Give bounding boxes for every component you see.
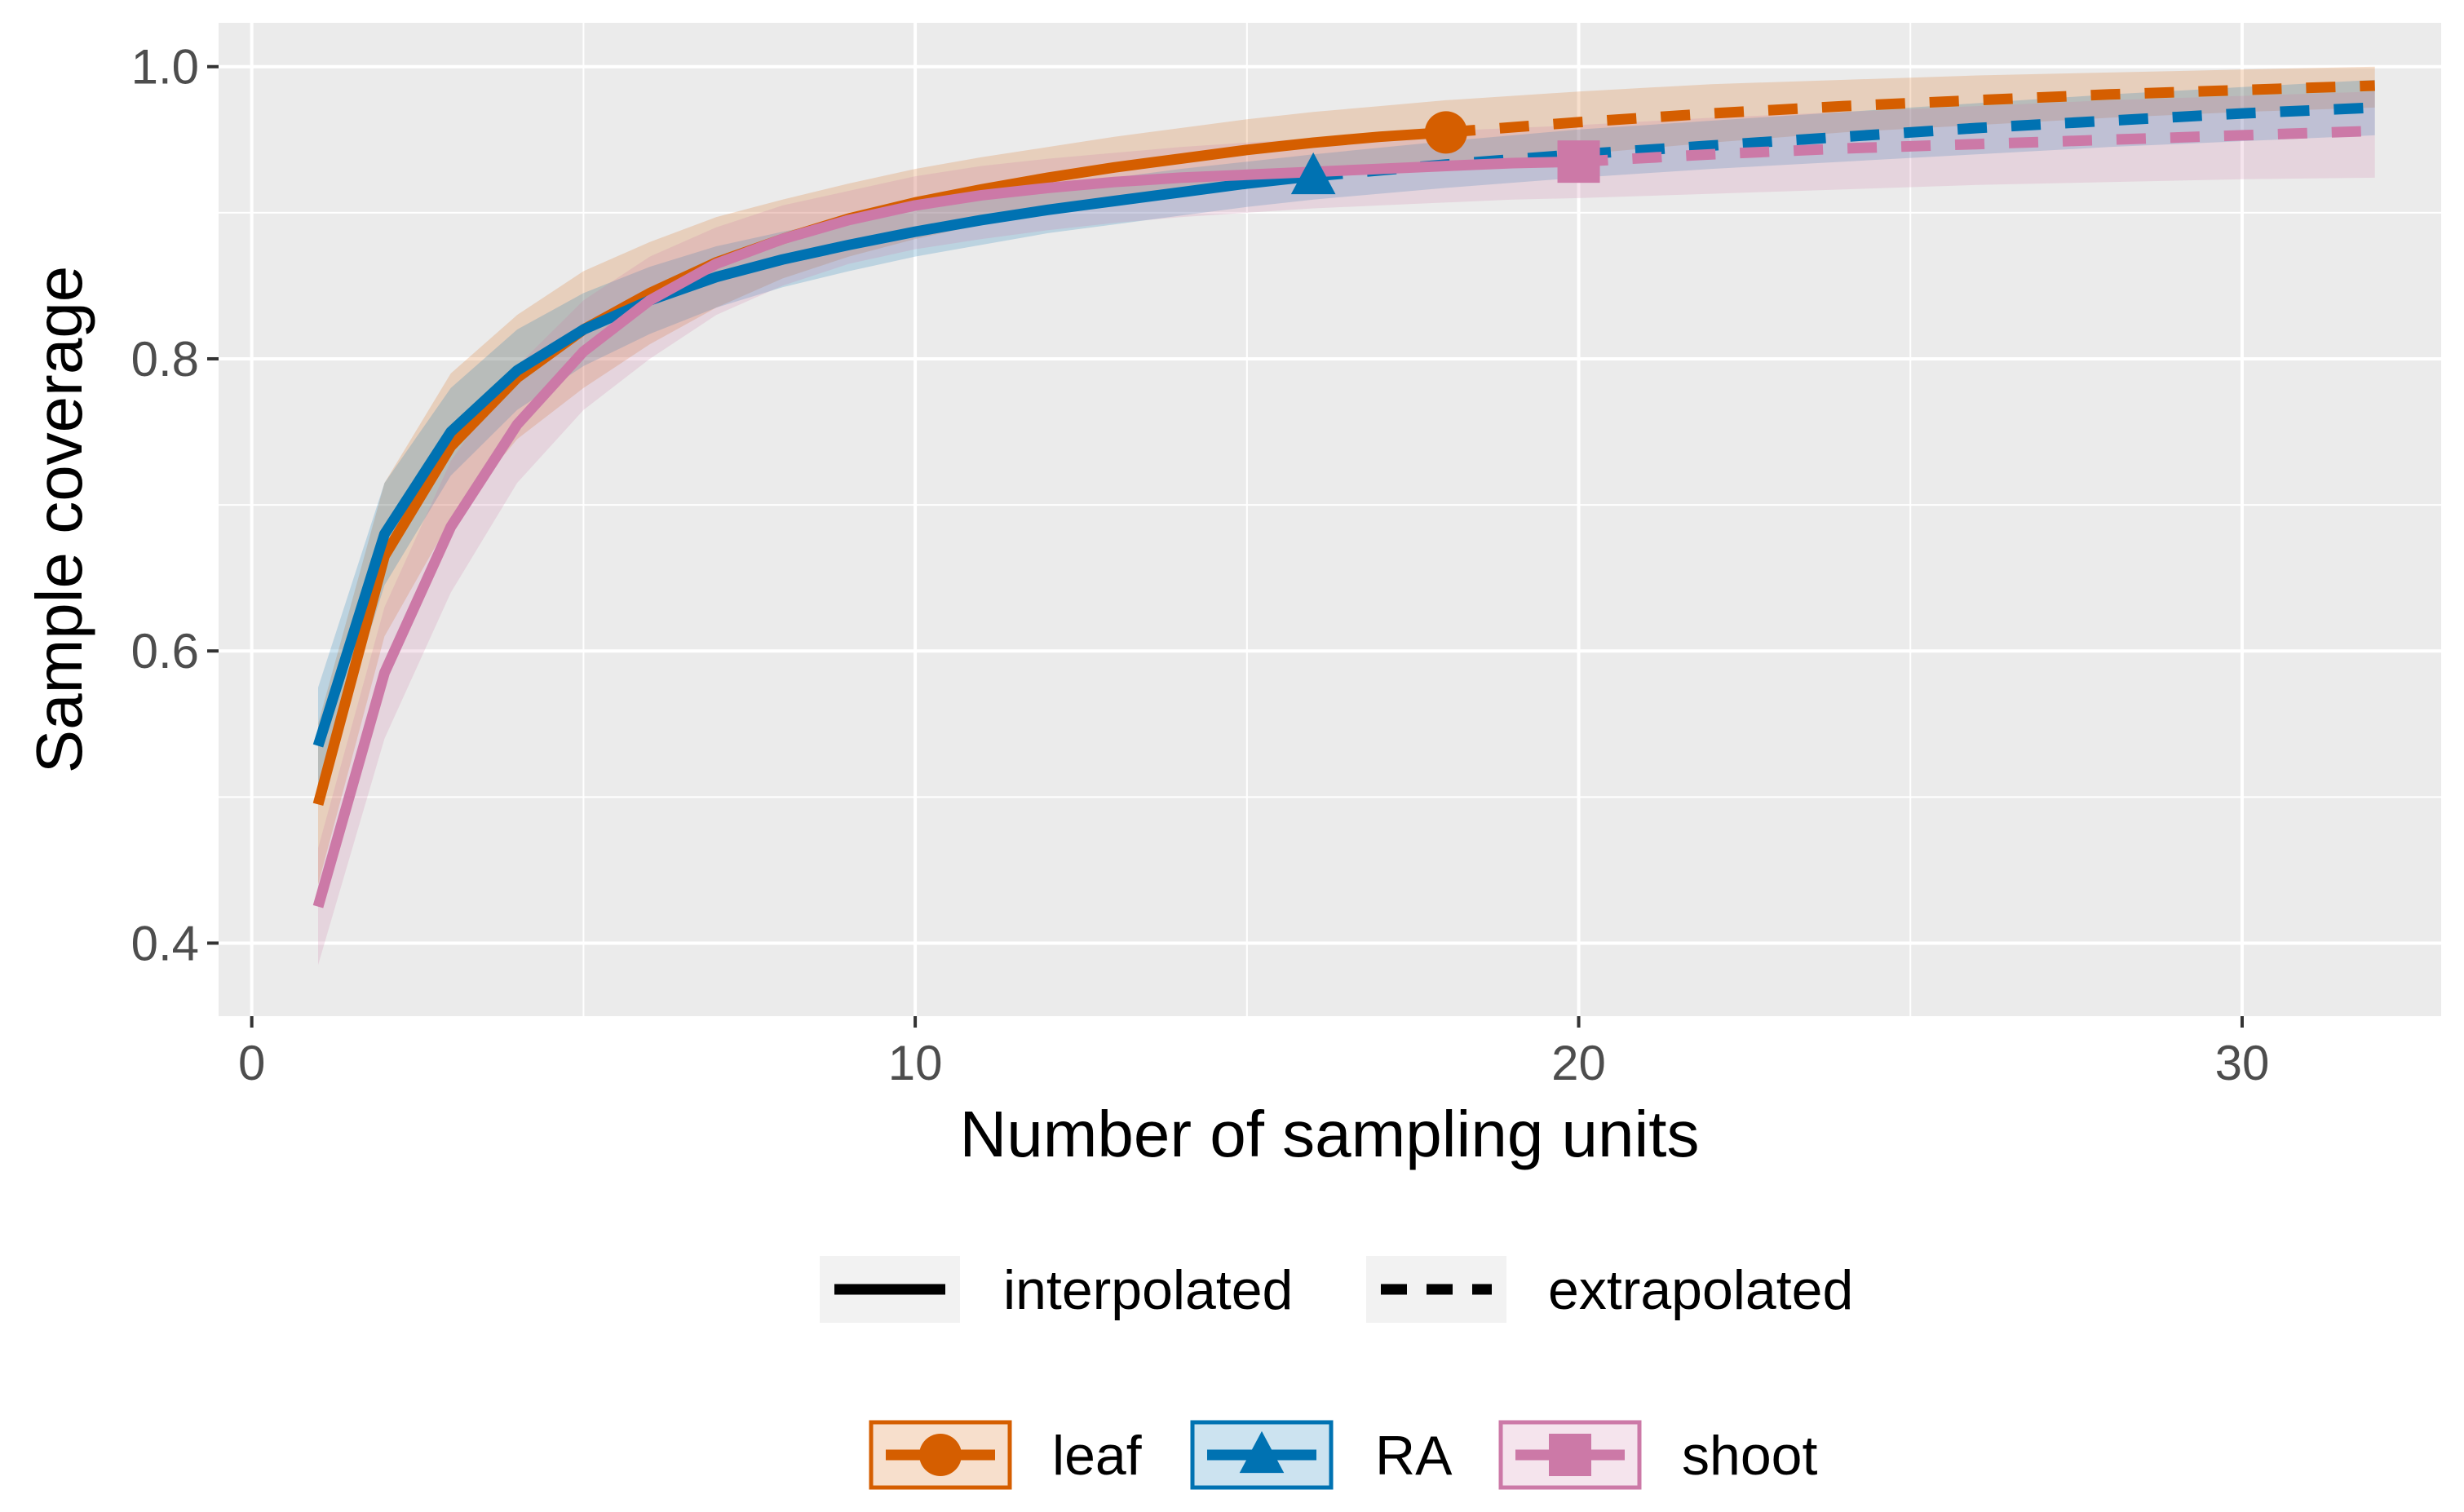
x-axis-title: Number of sampling units [959,1098,1699,1170]
y-tick-label: 0.4 [131,916,199,970]
x-tick-label: 10 [888,1036,943,1090]
legend-marker-leaf [919,1434,962,1476]
minor-gridlines [219,23,2441,1016]
major-gridlines [219,23,2441,1016]
marker-shoot [1557,140,1600,183]
ribbon-shoot [318,91,2375,966]
line-interpolated-RA [312,170,1314,748]
confidence-ribbons [318,66,2375,966]
marker-RA [1290,152,1336,195]
line-extrapolated-leaf [1445,80,2375,138]
legend-label-leaf: leaf [1052,1425,1142,1487]
line-interpolated-shoot [312,156,1579,909]
y-axis-title: Sample coverage [23,266,95,774]
y-tick-label: 1.0 [131,40,199,95]
legend-label-RA: RA [1375,1425,1453,1487]
ribbon-RA [318,79,2375,798]
legend: interpolated extrapolated leaf RA shoot [820,1256,1853,1490]
legend-label-shoot: shoot [1682,1425,1817,1487]
marker-leaf [1424,111,1467,154]
x-tick-label: 20 [1551,1036,1606,1090]
legend-marker-RA [1239,1430,1285,1474]
legend-marker-shoot [1549,1434,1591,1476]
legend-label-solid: interpolated [1003,1259,1293,1321]
x-tick-label: 0 [238,1036,265,1090]
line-extrapolated-shoot [1578,126,2375,167]
y-tick-label: 0.6 [131,624,199,679]
x-tick-label: 30 [2215,1036,2270,1090]
series-lines [312,80,2375,909]
observed-markers [1290,111,1600,195]
y-tick-label: 0.8 [131,332,199,387]
legend-label-dashed: extrapolated [1548,1259,1853,1321]
axes: 0 10 20 30 0.4 0.6 0.8 1.0 [131,40,2270,1090]
